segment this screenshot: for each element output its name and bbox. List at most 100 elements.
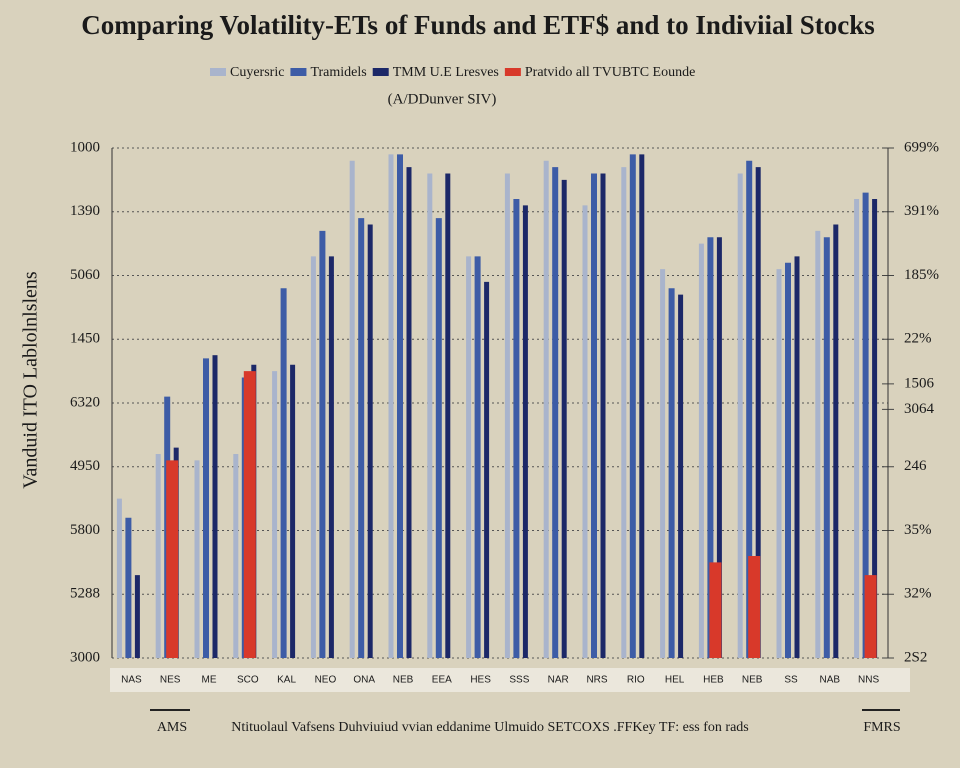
bar (660, 269, 666, 658)
y2-tick-label: 1506 (904, 375, 935, 391)
x-tick-label: NES (160, 675, 181, 686)
x-axis-note: FMRS (863, 720, 900, 735)
bar (698, 243, 704, 658)
bar (746, 160, 753, 658)
bar (872, 199, 878, 658)
bar (358, 218, 365, 658)
y2-tick-label: 35% (904, 522, 932, 538)
x-tick-label: NEO (315, 675, 337, 686)
x-tick-label: NEB (393, 675, 414, 686)
bar (591, 173, 597, 658)
bar (233, 454, 239, 658)
bar (709, 562, 722, 658)
bar (212, 355, 218, 658)
y-tick-label: 6320 (70, 394, 100, 410)
bar (155, 454, 161, 658)
x-tick-label: RIO (627, 675, 645, 686)
chart-subtitle: (A/DDunver SIV) (388, 91, 497, 107)
bar (707, 237, 714, 658)
x-tick-label: NAS (121, 675, 142, 686)
bar (116, 498, 122, 658)
bar (125, 517, 132, 658)
bar (668, 288, 675, 658)
bar (310, 256, 316, 658)
bar (552, 167, 559, 658)
bar (484, 281, 490, 658)
x-tick-label: SSS (509, 675, 529, 686)
bar (194, 460, 200, 658)
x-band (110, 668, 910, 692)
bar (367, 224, 373, 658)
y2-tick-label: 2S2 (904, 649, 927, 665)
y2-tick-label: 391% (904, 203, 939, 219)
y2-tick-label: 185% (904, 267, 939, 283)
x-tick-label: HEL (665, 675, 685, 686)
x-tick-label: EEA (432, 675, 452, 686)
bar (864, 575, 877, 658)
y2-tick-label: 3064 (904, 401, 935, 417)
bar (290, 364, 296, 658)
y-tick-label: 1390 (70, 203, 100, 219)
bar (445, 173, 451, 658)
y-tick-label: 5288 (70, 586, 100, 602)
bar (504, 173, 510, 658)
bar (435, 218, 442, 658)
legend-label: TMM U.E Lresves (393, 65, 499, 80)
bar (388, 154, 394, 658)
legend-swatch (210, 68, 226, 76)
bar (203, 358, 209, 658)
bar (854, 199, 860, 658)
bar (328, 256, 334, 658)
chart-title: Comparing Volatility-ETs of Funds and ET… (81, 10, 874, 40)
y-tick-label: 3000 (70, 649, 100, 665)
bar (319, 230, 326, 658)
bar (755, 167, 761, 658)
bar (513, 199, 520, 658)
y-tick-label: 5060 (70, 267, 100, 283)
x-tick-label: KAL (277, 675, 296, 686)
bar (862, 192, 869, 658)
x-tick-label: SS (784, 675, 798, 686)
bar (349, 160, 355, 658)
bar (794, 256, 800, 658)
bar (406, 167, 412, 658)
y2-tick-label: 32% (904, 586, 932, 602)
y-tick-label: 1450 (70, 331, 100, 347)
x-tick-label: NAR (548, 675, 569, 686)
bar (776, 269, 782, 658)
y-tick-label: 1000 (70, 139, 100, 155)
bar (474, 256, 481, 658)
legend-swatch (504, 68, 521, 76)
bar (629, 154, 636, 658)
bar (543, 160, 549, 658)
y-tick-label: 4950 (70, 458, 100, 474)
legend-label: Tramidels (310, 65, 366, 80)
x-tick-label: ME (202, 675, 217, 686)
bar (522, 205, 528, 658)
y-axis-label: Vanduid ITO Lablolnlslens (20, 271, 42, 489)
bar (815, 230, 821, 658)
bar (582, 205, 588, 658)
bar (833, 224, 839, 658)
legend-label: Cuyersric (230, 65, 284, 80)
bar (678, 294, 684, 658)
bar (397, 154, 403, 658)
bar (427, 173, 433, 658)
y2-tick-label: 246 (904, 458, 927, 474)
bar (166, 460, 179, 658)
legend-swatch (290, 68, 307, 76)
bar (243, 371, 256, 658)
y2-tick-label: 22% (904, 331, 932, 347)
bar (716, 237, 722, 658)
x-axis-label: Ntituolaul Vafsens Duhviuiud vvian eddan… (231, 720, 748, 735)
x-axis-note: AMS (157, 720, 187, 735)
bar (621, 167, 627, 658)
x-tick-label: NRS (586, 675, 607, 686)
bar (748, 556, 761, 658)
x-tick-label: NEB (742, 675, 763, 686)
bar (639, 154, 645, 658)
bar (134, 575, 140, 658)
bar (272, 371, 278, 658)
bar (561, 179, 567, 658)
